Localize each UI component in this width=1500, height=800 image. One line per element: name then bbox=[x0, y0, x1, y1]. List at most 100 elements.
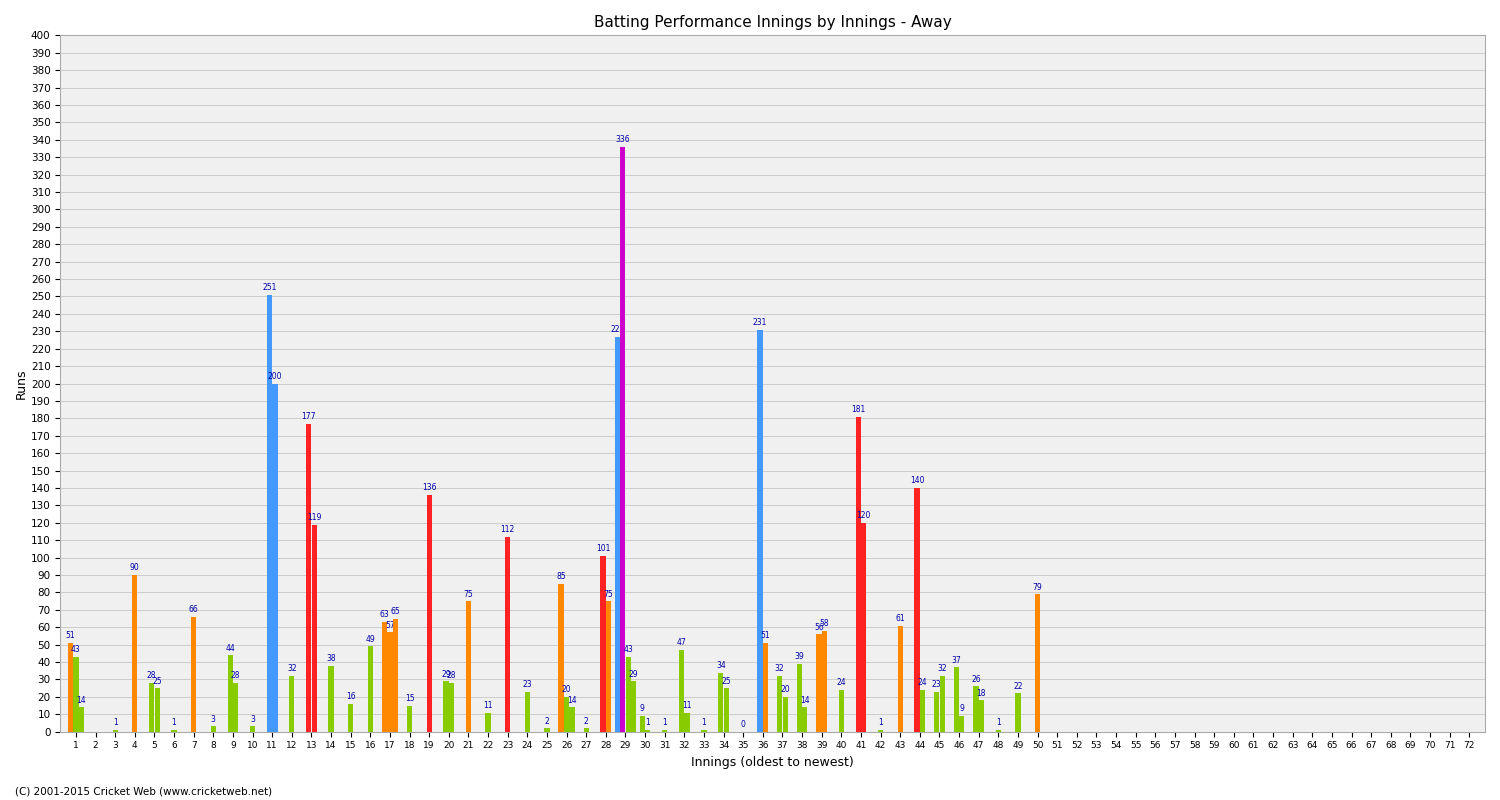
Bar bbox=[915, 488, 920, 732]
Bar bbox=[328, 666, 333, 732]
Bar bbox=[822, 630, 827, 732]
Bar bbox=[558, 584, 564, 732]
Text: 32: 32 bbox=[286, 664, 297, 674]
Bar bbox=[897, 626, 903, 732]
Text: 63: 63 bbox=[380, 610, 390, 619]
Text: 9: 9 bbox=[960, 705, 964, 714]
Bar bbox=[662, 730, 668, 732]
Text: 65: 65 bbox=[390, 607, 400, 616]
Bar bbox=[267, 294, 272, 732]
Bar bbox=[958, 716, 964, 732]
Bar bbox=[600, 556, 606, 732]
Text: 140: 140 bbox=[910, 476, 924, 486]
Bar bbox=[544, 728, 549, 732]
Bar bbox=[148, 683, 154, 732]
Text: 51: 51 bbox=[66, 631, 75, 640]
Text: 25: 25 bbox=[153, 677, 162, 686]
Text: 79: 79 bbox=[1032, 582, 1042, 591]
Bar bbox=[426, 495, 432, 732]
Text: 23: 23 bbox=[522, 680, 532, 689]
Bar bbox=[783, 697, 788, 732]
Text: 3: 3 bbox=[251, 715, 255, 724]
Bar bbox=[939, 676, 945, 732]
Text: 29: 29 bbox=[441, 670, 452, 678]
Text: 49: 49 bbox=[366, 635, 375, 644]
Text: 43: 43 bbox=[70, 646, 81, 654]
Text: 18: 18 bbox=[976, 689, 986, 698]
Text: 20: 20 bbox=[562, 686, 572, 694]
Bar bbox=[232, 683, 238, 732]
Bar bbox=[839, 690, 844, 732]
Text: 0: 0 bbox=[741, 720, 746, 729]
Bar bbox=[816, 634, 822, 732]
Text: 26: 26 bbox=[970, 675, 981, 684]
Text: 200: 200 bbox=[267, 372, 282, 381]
Text: 24: 24 bbox=[837, 678, 846, 687]
Text: 181: 181 bbox=[850, 405, 865, 414]
Text: 227: 227 bbox=[610, 325, 624, 334]
Bar bbox=[171, 730, 177, 732]
Text: 25: 25 bbox=[722, 677, 730, 686]
Bar bbox=[486, 713, 490, 732]
Bar bbox=[312, 525, 316, 732]
Text: 101: 101 bbox=[596, 544, 610, 554]
Text: 14: 14 bbox=[800, 696, 810, 705]
Bar bbox=[920, 690, 926, 732]
Text: 57: 57 bbox=[386, 621, 394, 630]
Bar bbox=[718, 673, 723, 732]
Bar bbox=[802, 707, 807, 732]
Text: 112: 112 bbox=[501, 525, 515, 534]
Bar bbox=[368, 646, 374, 732]
Bar bbox=[934, 692, 939, 732]
Bar bbox=[861, 523, 867, 732]
Text: 56: 56 bbox=[815, 622, 824, 632]
Bar bbox=[251, 726, 255, 732]
Text: 32: 32 bbox=[938, 664, 946, 674]
Bar bbox=[796, 664, 802, 732]
Text: 20: 20 bbox=[780, 686, 790, 694]
Text: 14: 14 bbox=[567, 696, 578, 705]
Text: 136: 136 bbox=[422, 483, 436, 492]
Text: 177: 177 bbox=[302, 412, 316, 421]
Text: 1: 1 bbox=[663, 718, 668, 727]
Text: 1: 1 bbox=[996, 718, 1000, 727]
Bar bbox=[954, 667, 958, 732]
Bar bbox=[1035, 594, 1040, 732]
Bar bbox=[393, 618, 398, 732]
Text: 1: 1 bbox=[171, 718, 177, 727]
Text: 15: 15 bbox=[405, 694, 414, 703]
Text: 38: 38 bbox=[327, 654, 336, 663]
Text: (C) 2001-2015 Cricket Web (www.cricketweb.net): (C) 2001-2015 Cricket Web (www.cricketwe… bbox=[15, 786, 272, 796]
Bar bbox=[855, 417, 861, 732]
Bar bbox=[348, 704, 354, 732]
Text: 32: 32 bbox=[776, 664, 784, 674]
Text: 1: 1 bbox=[878, 718, 884, 727]
Bar bbox=[74, 657, 78, 732]
Bar bbox=[680, 650, 684, 732]
Bar bbox=[506, 537, 510, 732]
Text: 34: 34 bbox=[716, 661, 726, 670]
Text: 37: 37 bbox=[951, 656, 962, 665]
Text: 1: 1 bbox=[645, 718, 650, 727]
Text: 119: 119 bbox=[308, 513, 321, 522]
Bar bbox=[466, 601, 471, 732]
Text: 1: 1 bbox=[702, 718, 706, 727]
Bar bbox=[525, 692, 530, 732]
Bar bbox=[290, 676, 294, 732]
Text: 47: 47 bbox=[676, 638, 687, 647]
Bar bbox=[639, 716, 645, 732]
Bar bbox=[210, 726, 216, 732]
Text: 3: 3 bbox=[211, 715, 216, 724]
Bar bbox=[406, 706, 412, 732]
Bar bbox=[132, 575, 138, 732]
Bar bbox=[228, 655, 232, 732]
Bar bbox=[764, 643, 768, 732]
Text: 61: 61 bbox=[896, 614, 904, 623]
Text: 58: 58 bbox=[819, 619, 830, 628]
Text: 51: 51 bbox=[760, 631, 771, 640]
Bar bbox=[723, 688, 729, 732]
Text: 2: 2 bbox=[584, 717, 588, 726]
Text: 75: 75 bbox=[464, 590, 474, 598]
Text: 39: 39 bbox=[795, 652, 804, 662]
X-axis label: Innings (oldest to newest): Innings (oldest to newest) bbox=[692, 756, 853, 769]
